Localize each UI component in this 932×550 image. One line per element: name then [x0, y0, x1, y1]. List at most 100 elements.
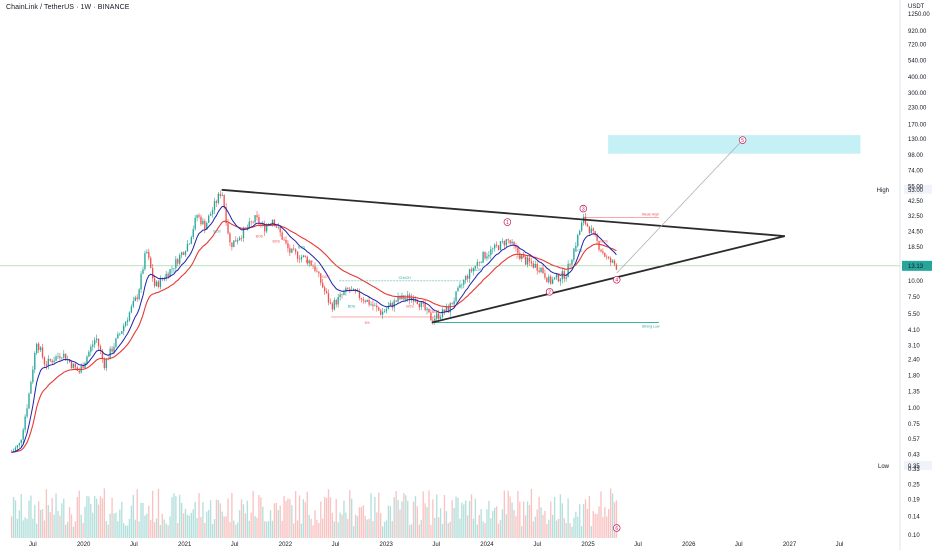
volume-bar: [331, 512, 334, 538]
candle-body: [283, 239, 285, 241]
candle-body: [298, 258, 301, 260]
candle-body: [528, 257, 531, 262]
volume-bar: [200, 517, 202, 538]
time-tick-label: Jul: [836, 542, 844, 548]
candle-body: [117, 334, 119, 339]
volume-bar: [580, 526, 583, 538]
volume-bar: [233, 520, 235, 538]
volume-bar: [132, 494, 135, 538]
price-tick-label: 3.10: [908, 344, 920, 350]
volume-bar: [37, 501, 40, 538]
volume-bar: [150, 520, 152, 538]
candle-body: [34, 352, 36, 370]
volume-bar: [569, 523, 571, 538]
volume-bar: [490, 518, 492, 538]
candle-body: [380, 310, 382, 315]
candle-body: [362, 299, 364, 301]
candle-body: [495, 244, 498, 246]
volume-bar: [300, 523, 303, 538]
volume-bar: [497, 523, 500, 538]
volume-bar: [103, 488, 106, 538]
structure-label: BOS: [306, 259, 314, 263]
volume-bar: [86, 496, 88, 538]
candle-body: [105, 358, 107, 369]
candle-body: [124, 322, 127, 326]
candle-body: [238, 237, 241, 241]
volume-bar: [476, 524, 478, 538]
price-tick-label: 10.00: [908, 279, 924, 285]
time-tick-label: Jul: [29, 542, 37, 548]
volume-bar: [182, 513, 185, 538]
volume-bar: [577, 516, 579, 538]
volume-bar: [163, 519, 165, 538]
candle-body: [555, 274, 558, 278]
candle-body: [51, 360, 53, 363]
price-tick-label: 4.10: [908, 328, 920, 334]
price-tick-label: 7.50: [908, 295, 920, 301]
volume-bar: [167, 525, 169, 538]
structure-label: CHoCH: [516, 255, 529, 259]
volume-bar: [72, 526, 75, 538]
candle-body: [445, 306, 448, 313]
volume-bar: [219, 503, 221, 538]
volume-bar: [416, 506, 419, 538]
ema-fast-line: [11, 205, 617, 453]
volume-bar: [225, 516, 227, 538]
candle-body: [561, 271, 563, 280]
candle-body: [202, 220, 204, 225]
candle-body: [86, 356, 88, 363]
volume-bar: [262, 506, 264, 538]
candle-body: [526, 257, 529, 265]
volume-bar: [501, 509, 504, 538]
candle-body: [68, 359, 71, 362]
volume-bar: [461, 502, 463, 538]
candle-body: [103, 358, 106, 369]
volume-bar: [465, 500, 467, 538]
candle-body: [352, 288, 355, 290]
candle-body: [70, 361, 73, 368]
candle-body: [598, 240, 600, 250]
volume-bar: [403, 493, 405, 538]
volume-bar: [513, 510, 515, 538]
volume-bar: [563, 518, 565, 538]
volume-bar: [550, 501, 552, 538]
choch-label: CHoCH: [399, 276, 412, 280]
time-tick-label: 2023: [380, 542, 394, 548]
candle-body: [474, 265, 477, 268]
candle-body: [323, 287, 326, 292]
ema-slow-line: [11, 220, 617, 453]
volume-bar: [322, 518, 324, 538]
volume-bar: [169, 516, 171, 538]
candle-body: [306, 256, 308, 264]
candle-body: [294, 249, 297, 252]
low-value: 0.35: [908, 464, 920, 470]
volume-bar: [534, 516, 536, 538]
candle-body: [385, 309, 388, 312]
candle-body: [368, 300, 370, 305]
volume-bar: [571, 526, 573, 538]
candle-body: [36, 343, 38, 353]
volume-bar: [269, 510, 272, 538]
candle-body: [227, 223, 229, 234]
volume-bar: [92, 512, 94, 538]
volume-bar: [285, 500, 287, 538]
candle-body: [604, 252, 606, 257]
candle-body: [223, 194, 225, 208]
volume-bar: [153, 522, 156, 538]
volume-bar: [455, 496, 457, 538]
volume-bar: [211, 523, 214, 538]
volume-bar: [615, 500, 618, 538]
volume-bar: [217, 500, 220, 538]
candle-body: [393, 300, 395, 308]
low-label: Low: [878, 464, 890, 470]
candle-body: [47, 358, 49, 366]
candle-body: [265, 225, 268, 232]
volume-bar: [134, 519, 136, 538]
candle-body: [499, 241, 502, 250]
candle-body: [167, 273, 169, 278]
candle-body: [437, 313, 440, 319]
structure-label: BOS: [322, 275, 330, 279]
candle-body: [248, 221, 250, 228]
candle-body: [74, 363, 77, 368]
